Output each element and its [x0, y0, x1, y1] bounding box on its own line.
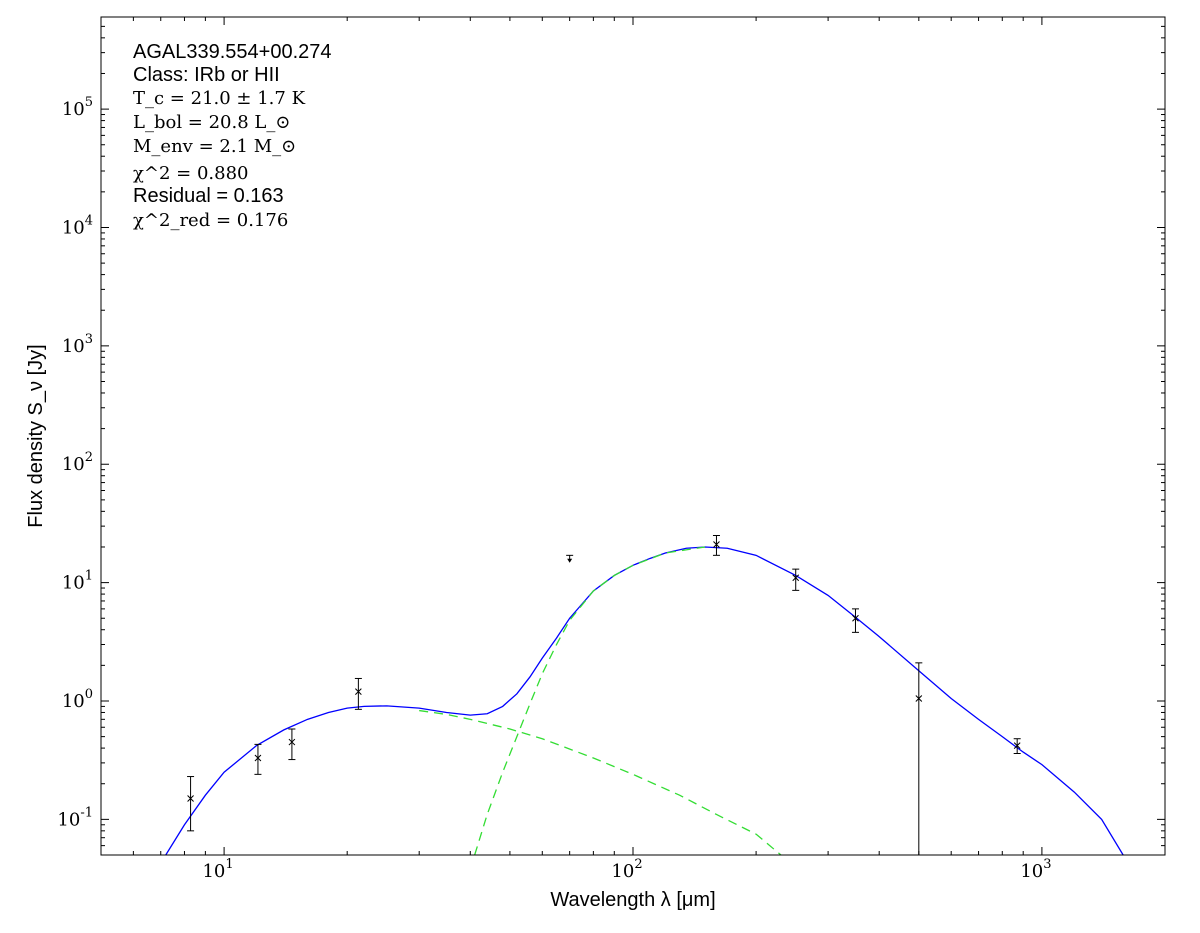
y-tick-label: 10-1 [57, 805, 93, 830]
annotation-residual: Residual = 0.163 [133, 185, 284, 207]
y-axis-label: Flux density S_ν [Jy] [25, 344, 47, 527]
annotation-source: AGAL339.554+00.274 [133, 41, 332, 63]
y-tick-label: 105 [62, 95, 93, 120]
data-point [1013, 738, 1021, 755]
point-marker [187, 795, 194, 802]
annotation-chi2red: χ^2_red = 0.176 [133, 210, 288, 231]
point-marker [713, 541, 720, 548]
annotation-menv: M_env = 2.1 M_⊙ [133, 136, 296, 157]
data-point [354, 677, 362, 710]
data-point [288, 728, 296, 761]
series-line-warm-component [419, 709, 782, 855]
annotation-class: Class: IRb or HII [133, 64, 280, 86]
annotation-chi2: χ^2 = 0.880 [133, 163, 249, 184]
x-tick-label: 103 [1020, 857, 1051, 882]
y-tick-label: 102 [62, 450, 93, 475]
y-tick-label: 100 [62, 687, 93, 712]
annotation-block: AGAL339.554+00.274 Class: IRb or HII T_c… [133, 41, 332, 231]
data-point [712, 535, 720, 556]
annotation-tc: T_c = 21.0 ± 1.7 K [133, 88, 306, 109]
data-point [792, 568, 800, 591]
point-marker [852, 614, 859, 622]
data-point [187, 776, 195, 832]
upper-limit-arrow [567, 558, 573, 563]
point-marker [355, 688, 362, 695]
point-marker [792, 574, 800, 582]
x-axis-label: Wavelength λ [μm] [550, 889, 715, 911]
plot-frame [100, 16, 1166, 856]
point-marker [288, 738, 296, 746]
data-point [254, 743, 262, 775]
annotation-lbol: L_bol = 20.8 L_⊙ [133, 112, 290, 133]
ticks-layer: 101 102 103 10-1 100 101 102 103 104 105 [57, 17, 1165, 882]
point-marker [915, 695, 923, 702]
data-point [851, 608, 859, 633]
point-marker [254, 754, 262, 762]
upper-limit-marker [566, 554, 574, 563]
y-tick-label: 101 [62, 569, 93, 594]
x-tick-label: 102 [611, 857, 642, 882]
series-line-cold-component [474, 546, 706, 855]
x-tick-label: 101 [202, 857, 233, 882]
data-layer [165, 535, 1124, 856]
point-marker [1013, 742, 1021, 749]
y-tick-label: 104 [62, 213, 93, 238]
y-tick-label: 103 [62, 332, 93, 357]
